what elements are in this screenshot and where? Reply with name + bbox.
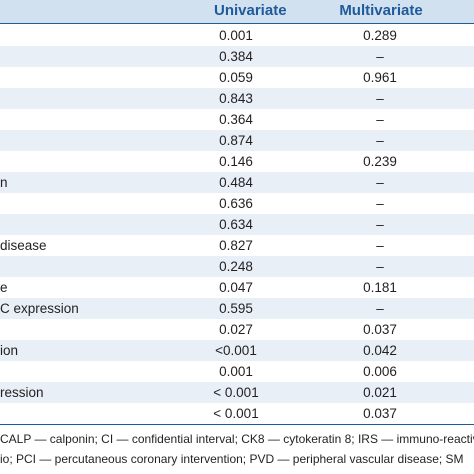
univariate-value: 0.001 bbox=[219, 364, 253, 379]
table-bottom-rule bbox=[0, 424, 474, 425]
univariate-value: 0.843 bbox=[219, 91, 253, 106]
row-label: disease bbox=[0, 238, 47, 253]
univariate-value: 0.484 bbox=[219, 175, 253, 190]
table-row: < 0.001 0.037 bbox=[0, 403, 474, 424]
multivariate-value: – bbox=[376, 133, 384, 148]
table-row: 0.364 – bbox=[0, 109, 474, 130]
multivariate-value: – bbox=[376, 259, 384, 274]
multivariate-value: 0.289 bbox=[363, 28, 397, 43]
multivariate-value: 0.037 bbox=[363, 406, 397, 421]
footnote-line-2: io; PCI — percutaneous coronary interven… bbox=[0, 452, 464, 466]
table-row: e 0.047 0.181 bbox=[0, 277, 474, 298]
table-row: C expression 0.595 – bbox=[0, 298, 474, 319]
table-row: 0.384 – bbox=[0, 46, 474, 67]
row-label: ression bbox=[0, 385, 44, 400]
univariate-value: 0.384 bbox=[219, 49, 253, 64]
univariate-value: 0.634 bbox=[219, 217, 253, 232]
multivariate-value: 0.037 bbox=[363, 322, 397, 337]
table-row: 0.634 – bbox=[0, 214, 474, 235]
multivariate-value: 0.021 bbox=[363, 385, 397, 400]
multivariate-value: – bbox=[376, 49, 384, 64]
header-rule bbox=[0, 23, 474, 24]
univariate-value: 0.636 bbox=[219, 196, 253, 211]
row-label: e bbox=[0, 280, 8, 295]
univariate-value: < 0.001 bbox=[213, 406, 259, 421]
univariate-value: 0.059 bbox=[219, 70, 253, 85]
row-label: n bbox=[0, 175, 8, 190]
table-row: 0.027 0.037 bbox=[0, 319, 474, 340]
univariate-value: 0.874 bbox=[219, 133, 253, 148]
univariate-value: 0.364 bbox=[219, 112, 253, 127]
row-label: ion bbox=[0, 343, 19, 358]
table-row: 0.001 0.006 bbox=[0, 361, 474, 382]
univariate-value: 0.827 bbox=[219, 238, 253, 253]
multivariate-value: – bbox=[376, 91, 384, 106]
table-row: 0.059 0.961 bbox=[0, 67, 474, 88]
univariate-value: 0.027 bbox=[219, 322, 253, 337]
table-row: ression < 0.001 0.021 bbox=[0, 382, 474, 403]
table-row: 0.874 – bbox=[0, 130, 474, 151]
multivariate-value: 0.961 bbox=[363, 70, 397, 85]
multivariate-value: 0.006 bbox=[363, 364, 397, 379]
univariate-value: 0.047 bbox=[219, 280, 253, 295]
table-row: ion <0.001 0.042 bbox=[0, 340, 474, 361]
multivariate-header: Multivariate bbox=[339, 2, 423, 19]
table-row: 0.146 0.239 bbox=[0, 151, 474, 172]
univariate-value: 0.595 bbox=[219, 301, 253, 316]
row-label: C expression bbox=[0, 301, 79, 316]
multivariate-value: 0.042 bbox=[363, 343, 397, 358]
table-header: Univariate Multivariate bbox=[0, 0, 474, 23]
footnote-line-1: CALP — calponin; CI — confidential inter… bbox=[0, 432, 474, 446]
multivariate-value: – bbox=[376, 196, 384, 211]
univariate-value: <0.001 bbox=[215, 343, 257, 358]
univariate-header: Univariate bbox=[214, 2, 287, 19]
multivariate-value: – bbox=[376, 175, 384, 190]
table-row: disease 0.827 – bbox=[0, 235, 474, 256]
table-row: 0.248 – bbox=[0, 256, 474, 277]
univariate-value: 0.248 bbox=[219, 259, 253, 274]
multivariate-value: 0.181 bbox=[363, 280, 397, 295]
multivariate-value: – bbox=[376, 217, 384, 232]
multivariate-value: 0.239 bbox=[363, 154, 397, 169]
univariate-value: 0.001 bbox=[219, 28, 253, 43]
table-row: 0.843 – bbox=[0, 88, 474, 109]
univariate-value: 0.146 bbox=[219, 154, 253, 169]
table-row: 0.636 – bbox=[0, 193, 474, 214]
multivariate-value: – bbox=[376, 112, 384, 127]
table-row: n 0.484 – bbox=[0, 172, 474, 193]
multivariate-value: – bbox=[376, 238, 384, 253]
univariate-value: < 0.001 bbox=[213, 385, 259, 400]
table-row: 0.001 0.289 bbox=[0, 25, 474, 46]
multivariate-value: – bbox=[376, 301, 384, 316]
